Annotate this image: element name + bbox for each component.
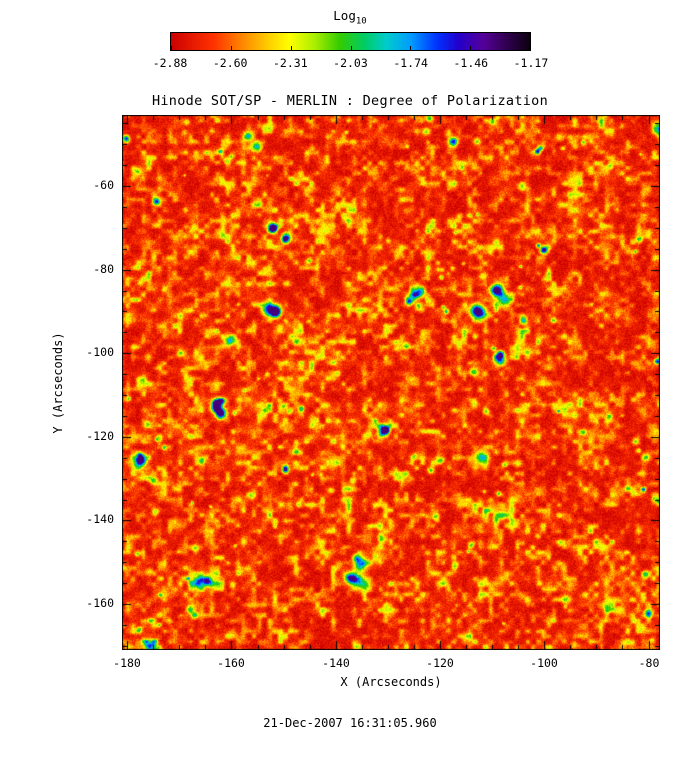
colorbar-tick-label: -1.46 [453,56,489,70]
colorbar-tick-labels: -2.88 -2.60 -2.31 -2.03 -1.74 -1.46 -1.1… [148,56,553,70]
x-tick-label: -100 [530,656,558,670]
x-tick-label: -160 [217,656,245,670]
colorbar-tick-mark [350,46,352,50]
colorbar-tick-mark [410,46,412,50]
colorbar-tick-label: -1.17 [513,56,549,70]
x-tick-label: -80 [638,656,660,670]
y-tick-label: -160 [86,596,114,610]
y-tick-label: -120 [86,429,114,443]
y-tick-label: -80 [93,262,114,276]
y-axis-label: Y (Arcseconds) [51,331,65,434]
colorbar-title: Log10 [0,8,700,27]
colorbar [170,32,531,51]
y-tick-label: -140 [86,512,114,526]
timestamp-caption: 21-Dec-2007 16:31:05.960 [263,716,437,730]
plot-area: -180 -160 -140 -120 -100 -80 -60 -80 -10… [51,115,660,689]
y-tick-label: -60 [93,178,114,192]
colorbar-tick-mark [290,46,292,50]
heatmap-canvas [122,115,660,650]
y-tick-label: -100 [86,345,114,359]
colorbar-title-base: Log [333,8,356,23]
colorbar-title-sub: 10 [355,16,367,27]
colorbar-tick-label: -2.88 [152,56,188,70]
x-tick-label: -140 [322,656,350,670]
x-axis-label: X (Arcseconds) [340,675,442,689]
colorbar-tick-label: -2.03 [333,56,368,70]
colorbar-tick-mark [171,46,172,50]
colorbar-tick-label: -2.31 [273,56,308,70]
x-tick-label: -120 [426,656,454,670]
x-tick-label: -180 [113,656,141,670]
colorbar-tick-mark [470,46,472,50]
colorbar-tick-label: -1.74 [393,56,428,70]
colorbar-tick-mark [230,46,232,50]
chart-title: Hinode SOT/SP - MERLIN : Degree of Polar… [151,93,549,109]
colorbar-tick-label: -2.60 [212,56,248,70]
colorbar-tick-mark [529,46,530,50]
